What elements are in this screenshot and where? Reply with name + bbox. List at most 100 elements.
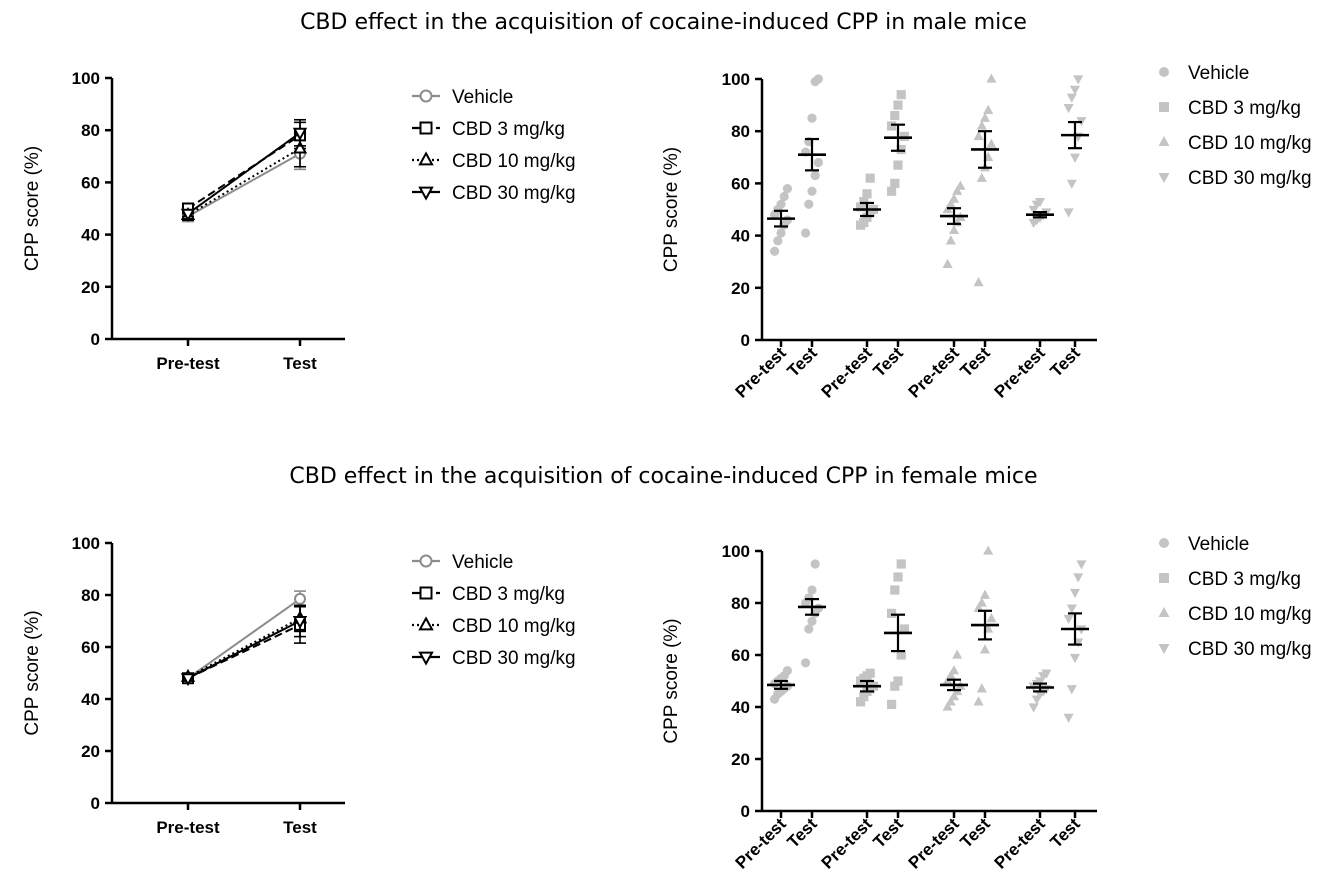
female-line-y-tick-label: 20: [81, 742, 100, 761]
male-figure-title: CBD effect in the acquisition of cocaine…: [300, 10, 1027, 35]
male-line-series-line: [187, 134, 301, 210]
male-line-series-vehicle: [182, 137, 306, 223]
female-scatter-data-point: [979, 644, 991, 654]
male-line-y-tick-label: 20: [81, 278, 100, 297]
male-scatter-data-point: [952, 185, 963, 195]
female-scatter-group-cbd-30-mg-kg: [1026, 669, 1054, 713]
female-line-series-line: [187, 623, 301, 680]
male-scatter-legend-label: Vehicle: [1188, 63, 1249, 84]
male-line-series-cbd-3-mg-kg: [182, 121, 306, 215]
female-line-x-tick-label: Test: [283, 818, 317, 837]
male-line-legend-label: Vehicle: [452, 87, 513, 108]
female-line-y-tick-label: 0: [91, 794, 100, 813]
female-scatter-data-point: [1069, 653, 1081, 664]
male-scatter-data-point: [973, 130, 984, 141]
male-scatter-data-point: [896, 90, 906, 100]
female-scatter-x-tick-label: Pre-test: [732, 814, 790, 872]
male-scatter-x-tick-label: Test: [1047, 343, 1084, 380]
female-scatter-y-tick-label: 60: [731, 646, 750, 665]
male-scatter-data-point: [893, 160, 903, 170]
male-scatter-group-cbd-3-mg-kg: [853, 173, 881, 230]
male-scatter-data-point: [890, 110, 900, 121]
male-scatter-group-cbd-30-mg-kg: [1026, 197, 1054, 229]
female-scatter-data-point: [1076, 560, 1087, 570]
female-line-y-tick-label: 80: [81, 586, 100, 605]
male-scatter-data-point: [1066, 93, 1077, 103]
male-scatter-data-point: [973, 277, 984, 287]
male-scatter-data-point: [899, 131, 909, 142]
male-line-y-tick-label: 60: [81, 173, 100, 192]
female-scatter-x-tick-label: Pre-test: [818, 814, 876, 872]
male-scatter-data-point: [890, 178, 900, 188]
male-scatter-legend-marker-cbd-30-mg-kg: [1158, 173, 1170, 183]
female-scatter-data-point: [948, 691, 960, 701]
female-line-legend-label: CBD 3 mg/kg: [452, 584, 565, 605]
female-scatter-y-tick-label: 20: [731, 750, 750, 769]
male-line-legend-marker-cbd-30-mg-kg: [418, 186, 434, 201]
male-scatter-data-point: [986, 138, 997, 148]
female-scatter-x-tick-label: Test: [784, 814, 821, 851]
female-scatter-group-cbd-3-mg-kg: [853, 668, 881, 707]
male-scatter-data-point: [782, 215, 793, 225]
male-scatter-data-point: [986, 73, 997, 83]
female-scatter-data-point: [893, 676, 903, 686]
male-scatter-data-point: [862, 189, 872, 199]
male-scatter-data-point: [1069, 85, 1081, 95]
female-scatter-data-point: [976, 597, 987, 607]
male-line-chart: 0 20 40 60 80 100 CPP score (%) Pre-test Test Veh…: [22, 69, 576, 373]
male-scatter-data-point: [804, 199, 814, 209]
female-line-series-line: [187, 620, 301, 680]
male-line-series-cbd-10-mg-kg: [180, 129, 308, 222]
male-scatter-legend-label: CBD 3 mg/kg: [1188, 98, 1301, 119]
female-scatter-data-point: [1066, 685, 1077, 695]
male-line-legend-marker-cbd-3-mg-kg: [419, 121, 433, 135]
male-scatter-data-point: [865, 173, 875, 183]
male-scatter-x-tick-label: Test: [784, 343, 821, 380]
female-scatter-data-point: [1069, 588, 1081, 599]
female-scatter-data-point: [1073, 573, 1084, 583]
male-line-y-tick-label: 100: [72, 69, 100, 88]
female-scatter-x-tick-label: Test: [1047, 814, 1084, 851]
female-scatter-data-point: [804, 624, 814, 634]
male-line-legend-marker-cbd-10-mg-kg: [418, 151, 434, 166]
male-scatter-data-point: [807, 113, 817, 123]
male-scatter-data-point: [955, 180, 966, 190]
male-line-y-axis-title: CPP score (%): [22, 146, 43, 271]
female-scatter-data-point: [887, 699, 897, 709]
female-scatter-group-vehicle: [798, 559, 826, 668]
female-scatter-y-tick-label: 80: [731, 594, 750, 613]
male-line-y-tick-label: 0: [91, 330, 100, 349]
female-line-chart: 0 20 40 60 80 100 CPP score (%) Pre-test Test Veh…: [22, 534, 576, 837]
female-scatter-data-point: [1063, 713, 1074, 723]
male-scatter-data-point: [948, 193, 960, 203]
male-line-series-line: [187, 131, 301, 215]
female-scatter-data-point: [896, 559, 906, 569]
female-figure-title: CBD effect in the acquisition of cocaine…: [289, 464, 1038, 489]
female-scatter-legend-label: CBD 30 mg/kg: [1188, 639, 1312, 660]
female-line-y-axis-title: CPP score (%): [22, 610, 43, 735]
male-scatter-legend-marker-cbd-10-mg-kg: [1158, 136, 1170, 146]
female-line-x-tick-label: Pre-test: [156, 818, 220, 837]
female-scatter-legend-label: CBD 3 mg/kg: [1188, 569, 1301, 590]
male-scatter-data-point: [976, 120, 987, 130]
female-line-y-tick-label: 100: [72, 534, 100, 553]
male-scatter-data-point: [976, 172, 987, 182]
female-scatter-group-vehicle: [767, 666, 795, 704]
male-line-y-tick-label: 80: [81, 121, 100, 140]
female-line-data-point: [292, 616, 308, 630]
female-line-legend-marker-cbd-3-mg-kg: [419, 586, 433, 600]
male-scatter-data-point: [807, 186, 817, 196]
female-scatter-data-point: [1041, 669, 1052, 679]
male-line-y-tick-label: 40: [81, 226, 100, 245]
female-scatter-data-point: [942, 701, 953, 711]
female-scatter-data-point: [896, 650, 906, 660]
female-scatter-y-tick-label: 100: [722, 542, 750, 561]
female-scatter-legend-marker-vehicle: [1159, 538, 1169, 548]
female-scatter-group-cbd-30-mg-kg: [1061, 560, 1089, 723]
female-scatter-legend-marker-cbd-10-mg-kg: [1158, 607, 1170, 617]
male-scatter-group-vehicle: [798, 74, 826, 238]
male-scatter-data-point: [887, 121, 897, 131]
